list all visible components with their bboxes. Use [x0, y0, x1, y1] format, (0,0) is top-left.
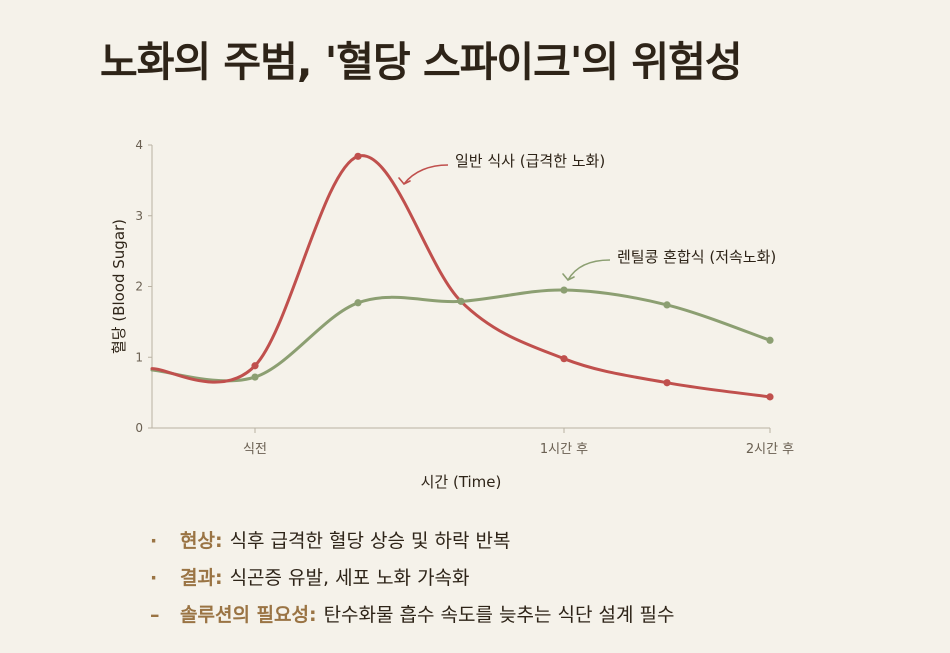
bullet-phenomenon: · 현상: 식후 급격한 혈당 상승 및 하락 반복: [150, 526, 674, 563]
bullet-text: 식후 급격한 혈당 상승 및 하락 반복: [229, 530, 511, 552]
y-tick-label: 2: [135, 280, 143, 294]
data-point: [663, 301, 671, 309]
x-tick-label: 2시간 후: [746, 442, 794, 457]
bullet-label: 결과:: [180, 567, 223, 589]
data-point: [251, 373, 259, 381]
annotation-lentil-meal-arrow: [567, 259, 611, 281]
bullet-text: 탄수화물 흡수 속도를 늦추는 식단 설계 필수: [323, 604, 675, 626]
bullet-marker: –: [150, 604, 160, 626]
y-tick-label: 1: [135, 350, 143, 364]
page-title: 노화의 주범, '혈당 스파이크'의 위험성: [100, 38, 743, 86]
bullet-list: · 현상: 식후 급격한 혈당 상승 및 하락 반복 · 결과: 식곤증 유발,…: [150, 526, 674, 637]
data-point: [354, 152, 362, 160]
annotation-regular-meal-label: 일반 식사 (급격한 노화): [455, 152, 605, 170]
bullet-marker: ·: [150, 530, 158, 552]
bullet-text: 식곤증 유발, 세포 노화 가속화: [229, 567, 470, 589]
x-tick-label: 식전: [243, 442, 267, 457]
annotation-lentil-meal-arrowhead: [562, 273, 575, 281]
data-point: [251, 362, 259, 370]
data-point: [354, 299, 362, 307]
x-axis-label: 시간 (Time): [421, 473, 502, 491]
blood-sugar-chart: 0 1 2 3 4 식전 1시간 후 2시간 후시간 (Time) 혈당 (Blood Suga…: [110, 138, 794, 491]
annotation-regular-meal-arrow: [403, 164, 449, 185]
y-axis-label: 혈당 (Blood Sugar): [110, 219, 128, 354]
data-point: [663, 379, 671, 387]
data-point: [766, 393, 774, 401]
bullet-solution: – 솔루션의 필요성: 탄수화물 흡수 속도를 늦추는 식단 설계 필수: [150, 600, 674, 637]
bullet-label: 솔루션의 필요성:: [180, 604, 317, 626]
bullet-result: · 결과: 식곤증 유발, 세포 노화 가속화: [150, 563, 674, 600]
y-tick-label: 4: [135, 138, 143, 152]
series-line-regular-meal: [150, 154, 772, 399]
data-point: [457, 297, 465, 305]
bullet-marker: ·: [150, 567, 158, 589]
y-tick-label: 0: [135, 421, 143, 435]
annotation-regular-meal-arrowhead: [398, 177, 411, 185]
bullet-label: 현상:: [180, 530, 223, 552]
y-tick-label: 3: [135, 209, 143, 223]
annotation-lentil-meal-label: 렌틸콩 혼합식 (저속노화): [617, 248, 776, 266]
x-tick-label: 1시간 후: [540, 442, 588, 457]
data-point: [560, 286, 568, 294]
data-point: [766, 336, 774, 344]
data-point: [560, 355, 568, 363]
